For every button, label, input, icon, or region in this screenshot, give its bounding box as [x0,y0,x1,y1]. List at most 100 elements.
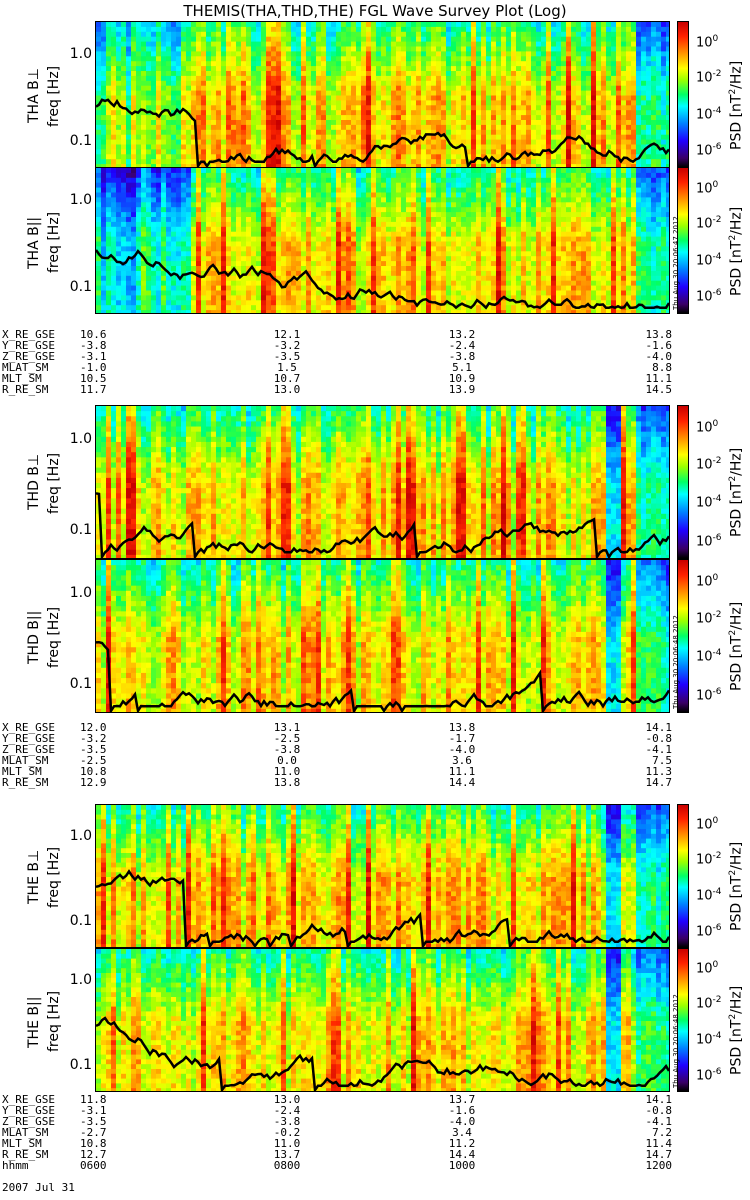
colorbar-label: PSD [nT2/Hz] [728,60,745,149]
ephemeris-value: 13.1 [257,722,317,733]
ephemeris-value: 11.1 [432,766,492,777]
colorbar-tick: 10-4 [696,252,722,268]
ephemeris-value: 10.9 [432,373,492,384]
ephemeris-value: 11.7 [80,384,140,395]
ephemeris-value: 11.2 [432,1138,492,1149]
ephemeris-value: 12.1 [257,329,317,340]
ephemeris-value: 14.7 [612,1149,673,1160]
ephemeris-value: 0.0 [257,755,317,766]
freq-axis-label: freq [Hz] [46,211,62,272]
ephemeris-value: 10.8 [80,1138,140,1149]
ephemeris-block: X_RE_GSE 10.6 12.1 13.2 13.8 Y_RE_GSE -3.8 -3.2… [2,329,702,395]
ephemeris-value: 10.6 [80,329,140,340]
spectrogram-panel [95,559,670,713]
ephemeris-value: 7.5 [612,755,672,766]
spectrogram-svg [96,406,669,558]
colorbar-tick: 100 [696,34,718,50]
colorbar-tick: 10-6 [696,533,722,549]
ephemeris-row: MLT_SM 10.8 11.0 11.2 11.4 [2,1138,702,1149]
ephemeris-value: 14.4 [432,1149,492,1160]
ephemeris-label: X_RE_GSE [2,1094,55,1105]
f-line [96,98,669,167]
ytick-label: 0.1 [52,1057,92,1073]
ephemeris-value: -4.0 [432,744,492,755]
ephemeris-value: 10.7 [257,373,317,384]
f-line [96,492,669,558]
f-line [96,869,669,947]
freq-axis-label: freq [Hz] [46,453,62,514]
f-line [96,1016,669,1091]
ephemeris-value: -3.2 [257,340,317,351]
ephemeris-value: -3.5 [80,1116,140,1127]
colorbar [677,804,689,948]
colorbar-label: PSD [nT2/Hz] [728,448,745,537]
ephemeris-label: hhmm [2,1160,29,1171]
ephemeris-value: 11.1 [612,373,673,384]
colorbar-tick: 100 [696,419,718,435]
ephemeris-row: MLT_SM 10.5 10.7 10.9 11.1 [2,373,702,384]
ephemeris-value: 14.1 [612,722,673,733]
timestamp-stamp: Thu Aug 30 20:06:48 2012 [672,994,680,1088]
colorbar [677,948,689,1092]
colorbar-tick: 10-4 [696,1031,722,1047]
ephemeris-value: -2.5 [80,755,140,766]
f-line [96,640,669,712]
spectrogram-svg [96,949,669,1091]
colorbar-tick: 100 [696,180,718,196]
ephemeris-value: 0800 [257,1160,317,1171]
ephemeris-value: -0.8 [612,1105,673,1116]
ephemeris-value: -3.5 [257,351,317,362]
ytick-label: 1.0 [52,585,92,601]
ytick-label: 1.0 [52,46,92,62]
ephemeris-value: 11.3 [612,766,673,777]
spectrogram-panel [95,948,670,1092]
colorbar-tick: 10-4 [696,494,722,510]
ephemeris-value: 13.8 [432,722,492,733]
ephemeris-value: -1.7 [432,733,492,744]
ephemeris-value: -3.8 [257,744,317,755]
ephemeris-label: MLT_SM [2,766,42,777]
timestamp-stamp: Thu Aug 30 20:06:47 2012 [672,216,680,310]
ephemeris-value: 3.4 [432,1127,492,1138]
colorbar-tick: 10-2 [696,456,722,472]
ephemeris-value: 13.7 [257,1149,317,1160]
ephemeris-row: R_RE_SM 11.7 13.0 13.9 14.5 [2,384,702,395]
ephemeris-label: MLAT_SM [2,1127,48,1138]
ephemeris-value: -3.8 [80,340,140,351]
ytick-label: 1.0 [52,972,92,988]
colorbar-tick: 10-2 [696,995,722,1011]
ephemeris-value: -2.4 [257,1105,317,1116]
spectrogram-svg [96,805,669,947]
plot-title: THEMIS(THA,THD,THE) FGL Wave Survey Plot… [0,0,750,22]
colorbar [677,167,689,314]
ephemeris-value: -4.1 [612,1116,673,1127]
colorbar [677,405,689,559]
ytick-label: 1.0 [52,192,92,208]
ephemeris-block: X_RE_GSE 11.8 13.0 13.7 14.1 Y_RE_GSE -3.1 -2.4… [2,1094,702,1171]
colorbar-tick: 10-6 [696,288,722,304]
ephemeris-value: 12.7 [80,1149,140,1160]
ephemeris-value: 0600 [80,1160,140,1171]
panel-ylabel: THA B⊥ [26,68,42,123]
ephemeris-value: 1.5 [257,362,317,373]
ephemeris-row: MLAT_SM -1.0 1.5 5.1 8.8 [2,362,702,373]
ephemeris-value: -0.2 [257,1127,317,1138]
ephemeris-value: 8.8 [612,362,672,373]
ephemeris-value: -2.5 [257,733,317,744]
ephemeris-value: 1200 [612,1160,673,1171]
colorbar-tick: 10-2 [696,610,722,626]
ephemeris-label: Z_RE_GSE [2,744,55,755]
ytick-label: 0.1 [52,522,92,538]
ephemeris-value: 11.8 [80,1094,140,1105]
freq-axis-label: freq [Hz] [46,991,62,1052]
spectrogram-panel [95,21,670,168]
ephemeris-row: Y_RE_GSE -3.8 -3.2 -2.4 -1.6 [2,340,702,351]
ephemeris-value: 1000 [432,1160,492,1171]
ephemeris-value: 14.4 [432,777,492,788]
colorbar-tick: 10-2 [696,215,722,231]
ephemeris-value: -2.7 [80,1127,140,1138]
colorbar-tick: 10-6 [696,142,722,158]
colorbar-label: PSD [nT2/Hz] [728,602,745,691]
date-label: 2007 Jul 31 [2,1182,75,1193]
panel-ylabel: THD B|| [26,611,42,664]
